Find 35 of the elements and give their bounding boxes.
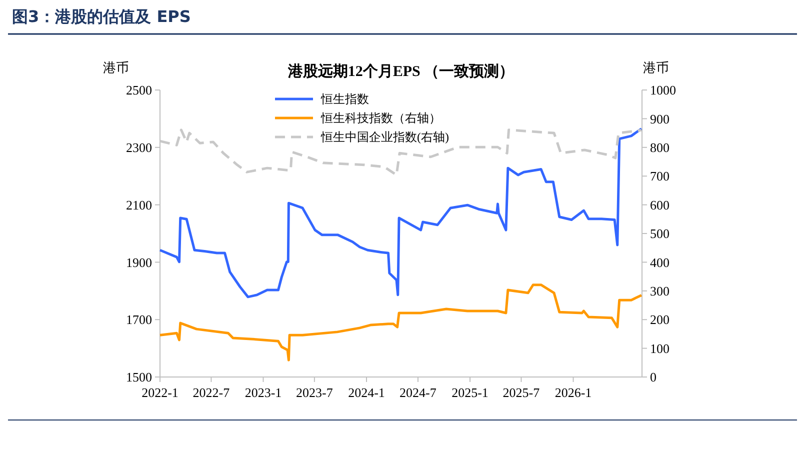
y2-tick-label: 800 [650, 140, 670, 155]
y2-tick-label: 200 [650, 312, 670, 328]
x-tick-label: 2023-7 [296, 385, 334, 400]
legend-label: 恒生指数 [320, 92, 369, 106]
line-series [158, 284, 643, 362]
y2-tick-label: 100 [650, 340, 670, 356]
x-tick-label: 2025-1 [452, 385, 488, 400]
y2-tick-label: 600 [650, 197, 670, 212]
y2-tick-label: 1000 [650, 82, 676, 98]
y-tick-label: 1900 [126, 254, 152, 270]
x-tick-label: 2024-7 [400, 385, 437, 400]
line-series [158, 127, 643, 298]
chart-subtitle: 港股远期12个月EPS （一致预测） [286, 63, 514, 80]
y2-tick-label: 300 [650, 283, 670, 298]
legend-label: 恒生中国企业指数(右轴) [320, 130, 449, 144]
y2-tick-label: 400 [650, 254, 670, 270]
y-tick-label: 2300 [126, 140, 152, 155]
x-tick-label: 2023-1 [244, 385, 282, 400]
y2-tick-label: 900 [650, 111, 670, 126]
y-tick-label: 1700 [126, 312, 152, 328]
y2-tick-label: 0 [650, 370, 656, 385]
x-tick-label: 2025-7 [502, 385, 540, 400]
y2-axis-title: 港币 [643, 60, 669, 75]
chart-title: 图3：港股的估值及 EPS [12, 7, 191, 26]
y2-tick-label: 500 [650, 226, 670, 242]
y-tick-label: 2100 [126, 197, 152, 212]
x-tick-label: 2026-1 [554, 385, 592, 400]
y2-tick-label: 700 [650, 168, 670, 184]
y-tick-label: 2500 [126, 82, 152, 98]
y-axis-title: 港币 [103, 60, 129, 75]
y-tick-label: 1500 [126, 370, 152, 385]
x-tick-label: 2022-1 [142, 385, 178, 400]
legend-label: 恒生科技指数（右轴） [320, 111, 441, 126]
x-tick-label: 2024-1 [348, 385, 385, 400]
x-tick-label: 2022-7 [192, 385, 230, 400]
